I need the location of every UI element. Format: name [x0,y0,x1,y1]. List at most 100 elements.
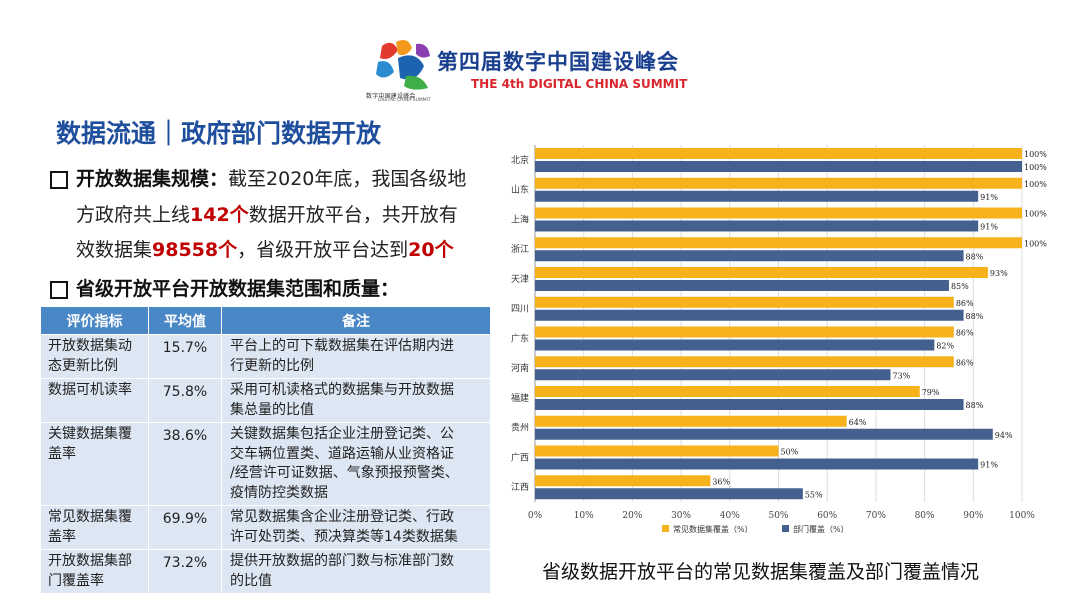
legend-label: 部门覆盖（%） [793,524,849,534]
y-category-label: 上海 [511,213,529,225]
highlight-provincial: 20个 [408,239,454,261]
x-tick-label: 20% [622,511,642,521]
y-category-label: 天津 [511,274,529,285]
table-cell-note: 常见数据集含企业注册登记类、行政 许可处罚类、预决算类等14类数据集 [221,505,491,550]
data-label: 91% [980,193,998,202]
x-tick-label: 10% [574,511,594,521]
data-label: 93% [990,269,1008,278]
note-line: 常见数据集含企业注册登记类、行政 [230,509,454,525]
indicator-line: 数据可机读率 [48,382,132,398]
bar-department-coverage [535,190,979,202]
data-label: 100% [1024,150,1047,159]
data-label: 91% [980,223,998,232]
table-header-indicator: 评价指标 [40,306,149,335]
data-label: 55% [805,490,823,499]
legend-label: 常见数据集覆盖（%） [673,524,753,534]
y-category-label: 山东 [511,184,529,196]
bar-department-coverage [535,428,993,440]
y-category-label: 贵州 [511,422,529,434]
table-row: 开放数据集动 态更新比例 15.7% 平台上的可下载数据集在评估期内进 行更新的比例 [40,334,491,379]
x-tick-label: 40% [720,511,740,521]
note-line: 集总量的比值 [230,401,314,418]
indicator-line: 关键数据集覆 [48,426,132,442]
table-cell-value: 69.9% [148,505,222,550]
summit-title-en: THE 4th DIGITAL CHINA SUMMIT [471,77,688,91]
para-label: 开放数据集规模： [76,168,229,190]
table-cell-indicator: 数据可机读率 [40,378,149,423]
table-cell-note: 采用可机读格式的数据集与开放数据 集总量的比值 [221,378,491,423]
data-label: 79% [922,388,940,397]
table-row: 数据可机读率 75.8% 采用可机读格式的数据集与开放数据 集总量的比值 [40,378,491,423]
bar-department-coverage [535,369,891,381]
bar-dataset-coverage [535,207,1022,219]
summit-logo [376,40,430,90]
indicator-line: 开放数据集部 [48,553,132,569]
x-tick-label: 50% [768,511,788,521]
page-title: 数据流通｜政府部门数据开放 [56,119,382,148]
bar-department-coverage [535,458,979,470]
x-tick-label: 30% [671,511,691,521]
table-row: 关键数据集覆 盖率 38.6% 关键数据集包括企业注册登记类、公 交车辆位置类、道路… [40,422,491,506]
table-cell-indicator: 关键数据集覆 盖率 [40,422,149,506]
bar-department-coverage [535,280,949,291]
para-text-1: 截至2020年底，我国各级地 [228,168,467,190]
note-line: 交车辆位置类、道路运输从业资格证 [230,445,454,462]
section-heading-quality: 省级开放平台开放数据集范围和质量： [76,278,400,300]
note-line: 平台上的可下载数据集在评估期内进 [230,338,454,354]
data-label: 86% [956,358,974,367]
bar-dataset-coverage [535,326,954,338]
table-cell-value: 75.8% [148,378,222,423]
data-label: 94% [995,431,1013,440]
table-row: 开放数据集部 门覆盖率 73.2% 提供开放数据的部门数与标准部门数 的比值 [40,549,491,594]
bar-department-coverage [535,250,964,262]
data-label: 82% [936,342,954,351]
highlight-platforms: 142个 [190,203,249,226]
indicator-line: 开放数据集动 [48,338,132,354]
data-label: 86% [956,329,974,338]
bar-dataset-coverage [535,356,954,368]
evaluation-table: 评价指标 平均值 备注 开放数据集动 态更新比例 15.7% 平台上的可下载数据集… [40,306,491,594]
table-cell-note: 提供开放数据的部门数与标准部门数 的比值 [221,549,491,594]
bullet-square-icon [50,281,68,299]
data-label: 100% [1024,163,1047,172]
table-header-average: 平均值 [148,306,222,335]
table-cell-indicator: 常见数据集覆 盖率 [40,505,149,550]
data-label: 100% [1024,180,1047,189]
table-cell-value: 73.2% [148,549,222,594]
table-cell-indicator: 开放数据集动 态更新比例 [40,334,149,379]
note-line: /经营许可证数据、气象预报预警类、 [230,465,459,481]
bar-dataset-coverage [535,386,920,397]
x-tick-label: 90% [963,511,983,521]
table-cell-value: 15.7% [148,334,222,379]
legend-swatch [782,525,789,532]
table-row: 常见数据集覆 盖率 69.9% 常见数据集含企业注册登记类、行政 许可处罚类、预决算… [40,505,491,550]
x-tick-label: 80% [915,511,935,521]
indicator-line: 门覆盖率 [48,572,104,589]
data-label: 36% [712,477,730,486]
bar-department-coverage [535,161,1022,172]
y-category-label: 江西 [511,482,529,493]
data-label: 86% [956,299,974,308]
para-text-2: 方政府共上线 [76,203,191,226]
bar-dataset-coverage [535,475,711,487]
data-label: 100% [1024,210,1047,219]
table-cell-note: 关键数据集包括企业注册登记类、公 交车辆位置类、道路运输从业资格证/经营许可证数据… [221,422,491,506]
note-line: 提供开放数据的部门数与标准部门数 [230,553,454,569]
note-line: 行更新的比例 [230,357,314,374]
bar-dataset-coverage [535,148,1022,159]
indicator-line: 盖率 [48,445,76,462]
data-label: 100% [1024,239,1047,248]
y-category-label: 四川 [511,305,529,315]
para-text-5: ，省级开放平台达到 [237,239,409,261]
y-category-label: 北京 [511,154,529,166]
bar-dataset-coverage [535,296,954,308]
y-category-label: 河南 [511,362,529,374]
data-label: 88% [966,401,984,410]
highlight-datasets: 98558个 [152,239,238,261]
note-line: 采用可机读格式的数据集与开放数据 [230,382,454,398]
bar-department-coverage [535,339,935,351]
bar-dataset-coverage [535,267,988,278]
bar-department-coverage [535,220,979,232]
para-line-3: 效数据集98558个，省级开放平台达到20个 [76,233,466,269]
bar-dataset-coverage [535,445,779,457]
